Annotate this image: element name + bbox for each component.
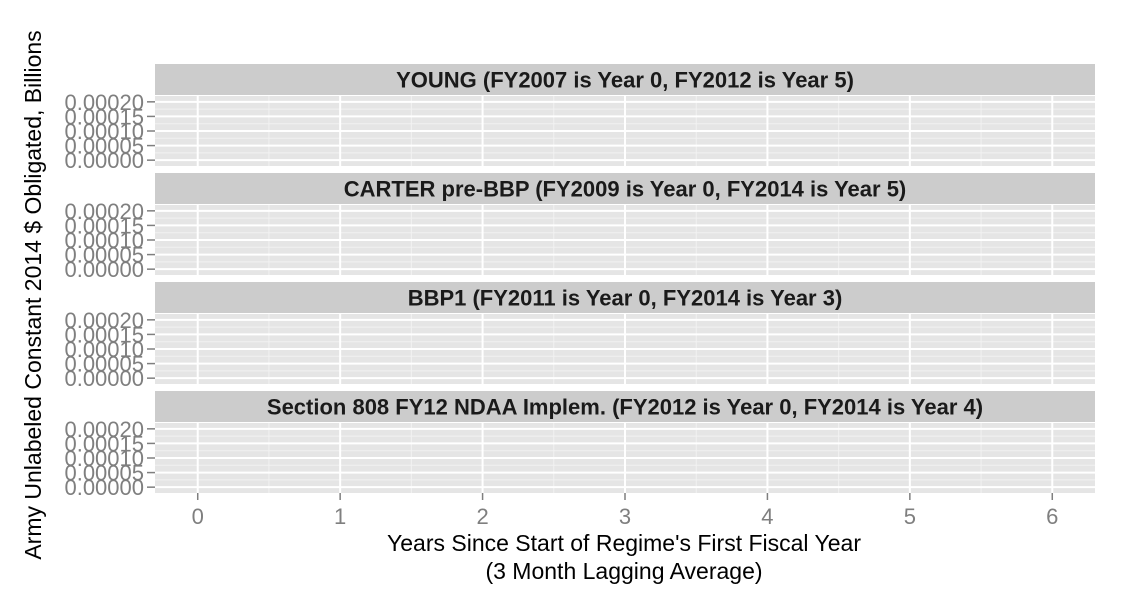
x-axis-subtitle: (3 Month Lagging Average) <box>485 558 762 584</box>
y-tick-label: 0.00010 <box>64 446 144 471</box>
x-tick-label: 5 <box>904 504 916 529</box>
y-tick-label: 0.00000 <box>64 148 144 173</box>
facet-3: BBP1 (FY2011 is Year 0, FY2014 is Year 3… <box>64 282 1095 391</box>
x-tick-label: 4 <box>761 504 773 529</box>
y-tick-label: 0.00010 <box>64 228 144 253</box>
y-tick-label: 0.00000 <box>64 366 144 391</box>
y-tick-label: 0.00010 <box>64 337 144 362</box>
x-tick-label: 1 <box>334 504 346 529</box>
facet-strip <box>155 391 1095 422</box>
y-tick-label: 0.00005 <box>64 352 144 377</box>
facet-2: CARTER pre-BBP (FY2009 is Year 0, FY2014… <box>64 173 1095 282</box>
facet-strip-label: BBP1 (FY2011 is Year 0, FY2014 is Year 3… <box>408 286 843 311</box>
y-tick-label: 0.00015 <box>64 322 144 347</box>
y-tick-label: 0.00010 <box>64 119 144 144</box>
x-axis: 0 1 2 3 4 5 6 <box>192 493 1058 529</box>
x-axis-title: Years Since Start of Regime's First Fisc… <box>387 530 861 556</box>
y-tick-label: 0.00020 <box>64 90 144 115</box>
x-tick-label: 2 <box>476 504 488 529</box>
y-tick-label: 0.00015 <box>64 431 144 456</box>
facet-strip-label: Section 808 FY12 NDAA Implem. (FY2012 is… <box>267 395 983 420</box>
y-tick-label: 0.00005 <box>64 134 144 159</box>
y-tick-label: 0.00020 <box>64 199 144 224</box>
x-tick-label: 6 <box>1046 504 1058 529</box>
facet-panels: YOUNG (FY2007 is Year 0, FY2012 is Year … <box>64 64 1095 500</box>
y-tick-label: 0.00005 <box>64 243 144 268</box>
y-tick-label: 0.00000 <box>64 257 144 282</box>
x-tick-label: 3 <box>619 504 631 529</box>
y-tick-label: 0.00000 <box>64 475 144 500</box>
y-tick-label: 0.00015 <box>64 213 144 238</box>
y-tick-label: 0.00020 <box>64 417 144 442</box>
y-tick-label: 0.00020 <box>64 308 144 333</box>
facet-strip <box>155 173 1095 204</box>
facet-strip-label: CARTER pre-BBP (FY2009 is Year 0, FY2014… <box>344 177 907 202</box>
facet-4: Section 808 FY12 NDAA Implem. (FY2012 is… <box>64 391 1095 500</box>
facet-strip <box>155 282 1095 313</box>
facet-strip-label: YOUNG (FY2007 is Year 0, FY2012 is Year … <box>396 68 854 93</box>
x-tick-label: 0 <box>192 504 204 529</box>
y-tick-label: 0.00005 <box>64 461 144 486</box>
y-axis-title: Army Unlabeled Constant 2014 $ Obligated… <box>20 30 46 559</box>
y-tick-label: 0.00015 <box>64 104 144 129</box>
facet-1: YOUNG (FY2007 is Year 0, FY2012 is Year … <box>64 64 1095 173</box>
facet-strip <box>155 64 1095 95</box>
